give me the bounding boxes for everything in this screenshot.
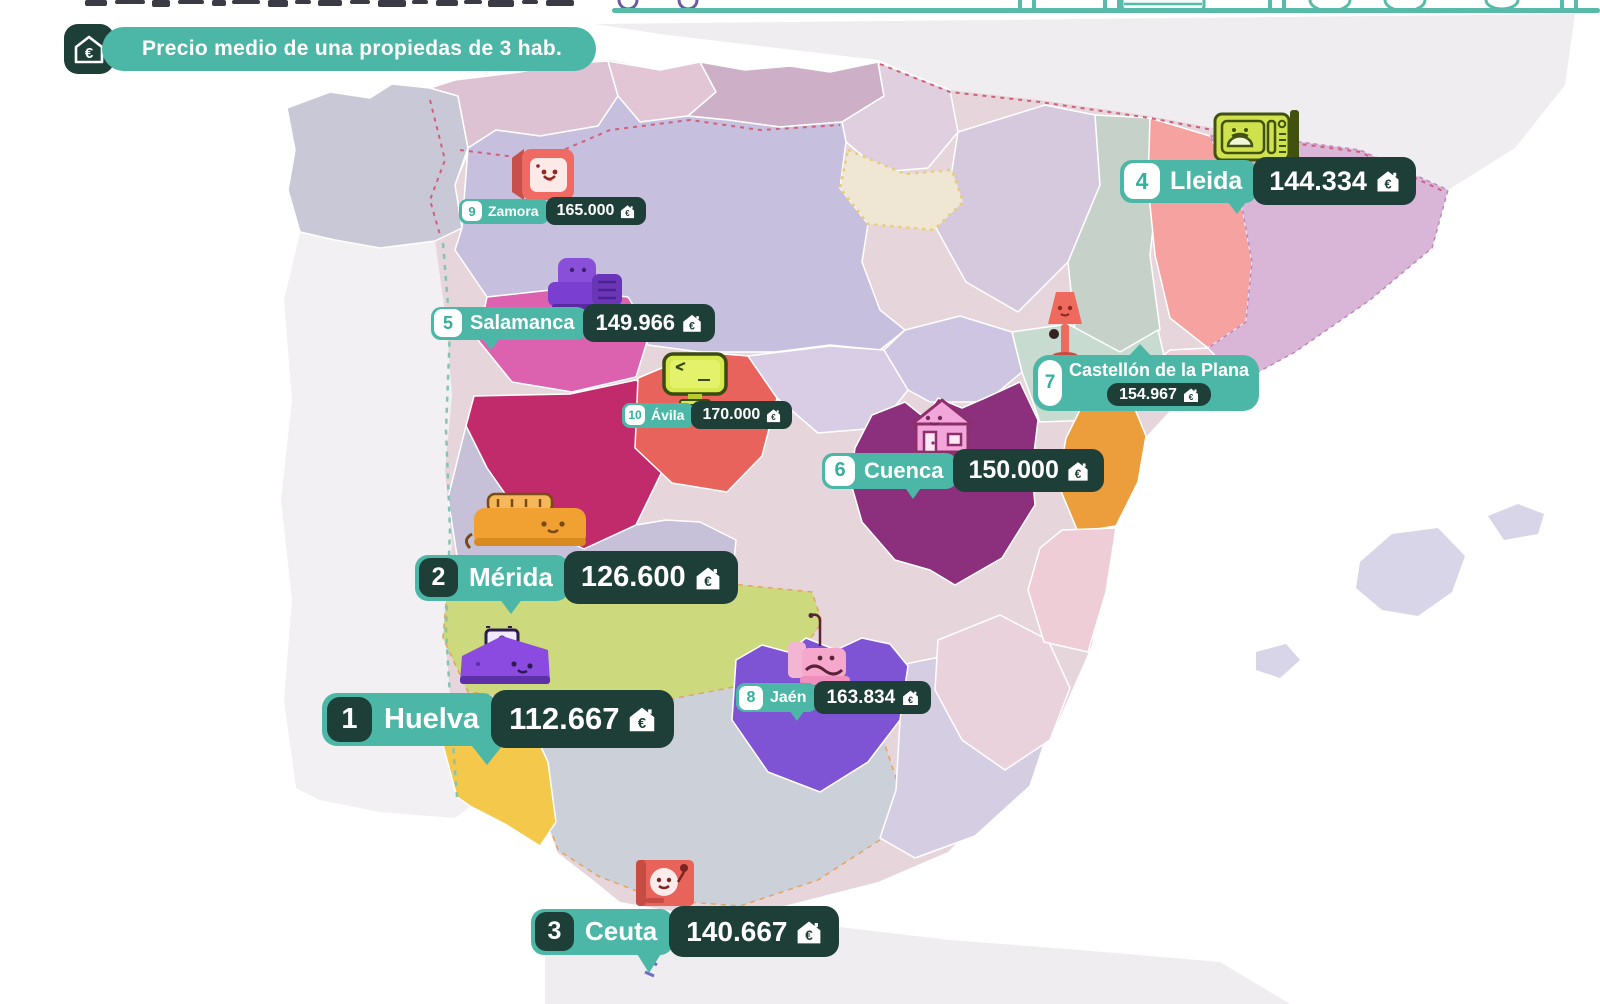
decor-circle-icon (617, 0, 639, 11)
shelf-line (612, 8, 1600, 13)
tv-icon (662, 352, 728, 406)
price-value: 144.334 (1269, 165, 1367, 196)
rank-badge: 6 (825, 455, 855, 486)
armchair-icon (548, 258, 622, 309)
callout-jaen: 8 Jaén 163.834 € (736, 681, 932, 714)
city-label: Zamora (488, 203, 539, 219)
rank-badge: 1 (327, 696, 372, 742)
price-value: 149.966 (595, 310, 676, 335)
pointer (1128, 344, 1152, 357)
city-label: Ávila (651, 407, 685, 423)
svg-text:€: € (1189, 392, 1194, 402)
callout-ceuta: 3 Ceuta 140.667 € (531, 906, 840, 957)
callout-lleida: 4 Lleida 144.334 € (1120, 157, 1416, 205)
rank-badge: 10 (625, 405, 645, 425)
decor-pot-icon (1484, 0, 1520, 11)
callout-huelva: 1 Huelva 112.667 € (322, 690, 675, 748)
price-value: 126.600 (580, 561, 686, 593)
lamp-icon (1048, 292, 1082, 360)
rank-badge: 7 (1038, 360, 1062, 406)
house-euro-icon: € (630, 707, 655, 732)
svg-text:€: € (1384, 177, 1391, 192)
city-label: Lleida (1170, 166, 1243, 195)
portugal-silhouette (281, 233, 470, 818)
top-decoration (612, 0, 1600, 13)
house-euro-icon: € (1183, 388, 1198, 402)
svg-text:€: € (689, 320, 695, 332)
callout-merida: 2 Mérida 126.600 € (415, 551, 738, 604)
toaster-icon (465, 492, 586, 550)
price-value: 140.667 (686, 915, 788, 947)
legend-label: Precio medio de una propiedas de 3 hab. (102, 27, 597, 71)
house-euro-icon: € (621, 204, 635, 218)
house-euro-icon: € (903, 690, 919, 705)
house-euro-icon: € (1068, 461, 1088, 480)
island-mallorca (1356, 528, 1465, 616)
city-label: Huelva (384, 702, 480, 735)
callout-zamora: 9 Zamora 165.000 € (459, 197, 647, 225)
city-label: Ceuta (585, 916, 658, 946)
record-player-icon (460, 626, 550, 684)
province-valencia (1027, 527, 1117, 653)
price-value: 170.000 (702, 406, 761, 423)
microwave-icon (1213, 110, 1299, 162)
price-value: 163.834 (826, 686, 896, 708)
house-euro-icon: € (798, 920, 821, 943)
decor-circle-icon (677, 0, 699, 11)
island-menorca (1488, 504, 1544, 540)
house-icon (910, 398, 974, 454)
rank-badge: 8 (739, 685, 763, 710)
city-label: Mérida (469, 562, 553, 592)
svg-text:€: € (1075, 467, 1082, 480)
sewing-machine-icon (788, 613, 850, 685)
svg-text:€: € (806, 927, 814, 943)
callout-avila: 10 Ávila 170.000 € (622, 401, 793, 429)
callout-castellon: 7 Castellón de la Plana 154.967 € (1033, 355, 1260, 411)
house-euro-icon: € (683, 314, 701, 332)
svg-text:€: € (772, 413, 777, 422)
city-label: Castellón de la Plana (1069, 360, 1250, 380)
rank-badge: 9 (462, 201, 482, 221)
rank-badge: 3 (535, 912, 574, 951)
city-label: Cuenca (864, 457, 944, 483)
rank-badge: 4 (1124, 163, 1160, 199)
city-label: Salamanca (470, 311, 575, 334)
washing-machine-icon (512, 149, 574, 200)
svg-text:€: € (626, 209, 631, 218)
svg-text:€: € (908, 695, 913, 705)
province-murcia (934, 614, 1071, 771)
province-rioja (838, 148, 965, 232)
price-value: 112.667 (509, 701, 620, 736)
rank-badge: 2 (419, 558, 458, 597)
province-galicia (286, 83, 469, 249)
callout-salamanca: 5 Salamanca 149.966 € (431, 304, 716, 342)
cropped-header-text (85, 0, 574, 7)
svg-text:€: € (85, 45, 94, 62)
rank-badge: 5 (434, 309, 462, 337)
price-value: 165.000 (556, 202, 615, 219)
city-label: Jaén (770, 688, 807, 706)
legend: € Precio medio de una propiedas de 3 hab… (64, 24, 597, 74)
svg-text:€: € (704, 573, 712, 589)
house-euro-icon: € (1377, 171, 1399, 192)
house-euro-icon: € (767, 408, 781, 422)
svg-text:€: € (638, 716, 646, 732)
house-euro-icon: € (696, 566, 720, 589)
turntable-icon (636, 860, 694, 906)
price-value: 150.000 (968, 456, 1059, 484)
price-value: 154.967 (1119, 385, 1177, 403)
callout-cuenca: 6 Cuenca 150.000 € (822, 449, 1104, 492)
island-ibiza (1256, 644, 1300, 678)
